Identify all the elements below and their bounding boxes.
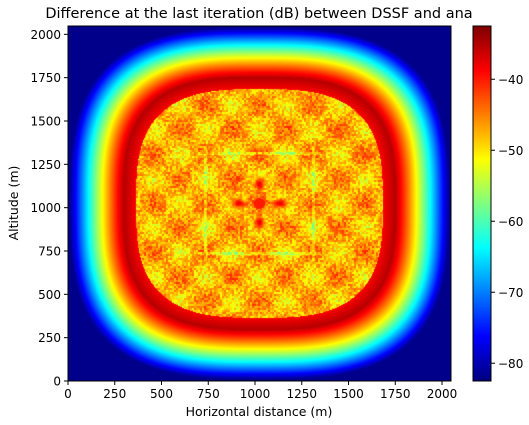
chart-title: Difference at the last iteration (dB) be…: [45, 6, 472, 22]
y-axis-label: Altitude (m): [6, 166, 21, 241]
colorbar-tick-label: −80: [498, 357, 523, 371]
y-tick-label: 1000: [30, 201, 61, 215]
colorbar-frame: [472, 25, 492, 382]
x-tick-label: 250: [103, 387, 126, 401]
y-tick-label: 750: [38, 244, 61, 258]
colorbar-tick-label: −60: [498, 215, 523, 229]
plot-area: [67, 25, 452, 382]
x-tick-label: 500: [150, 387, 173, 401]
y-tick-label: 250: [38, 331, 61, 345]
x-axis-ticks: 0 250 500 750 1000 1250 1500 1750 2000: [64, 381, 457, 401]
colorbar-ticks: −80 −70 −60 −50 −40: [491, 73, 523, 371]
colorbar: −80 −70 −60 −50 −40: [472, 25, 523, 382]
colorbar-gradient: [473, 26, 491, 381]
heatmap-image: [68, 26, 451, 381]
y-tick-label: 2000: [30, 28, 61, 42]
x-tick-label: 1750: [380, 387, 411, 401]
x-tick-label: 1000: [240, 387, 271, 401]
plot-frame: [67, 25, 452, 382]
colorbar-tick-label: −50: [498, 144, 523, 158]
y-tick-label: 1500: [30, 114, 61, 128]
y-axis-ticks: 0 250 500 750 1000 1250 1500 1750 2000: [30, 28, 68, 389]
x-tick-label: 1250: [286, 387, 317, 401]
colorbar-tick-label: −40: [498, 73, 523, 87]
y-tick-label: 500: [38, 288, 61, 302]
y-tick-label: 1250: [30, 158, 61, 172]
x-tick-label: 2000: [427, 387, 458, 401]
y-tick-label: 1750: [30, 71, 61, 85]
x-tick-label: 0: [64, 387, 72, 401]
x-tick-label: 750: [197, 387, 220, 401]
x-axis-label: Horizontal distance (m): [186, 404, 333, 419]
colorbar-tick-label: −70: [498, 286, 523, 300]
y-tick-label: 0: [53, 375, 61, 389]
x-tick-label: 1500: [333, 387, 364, 401]
